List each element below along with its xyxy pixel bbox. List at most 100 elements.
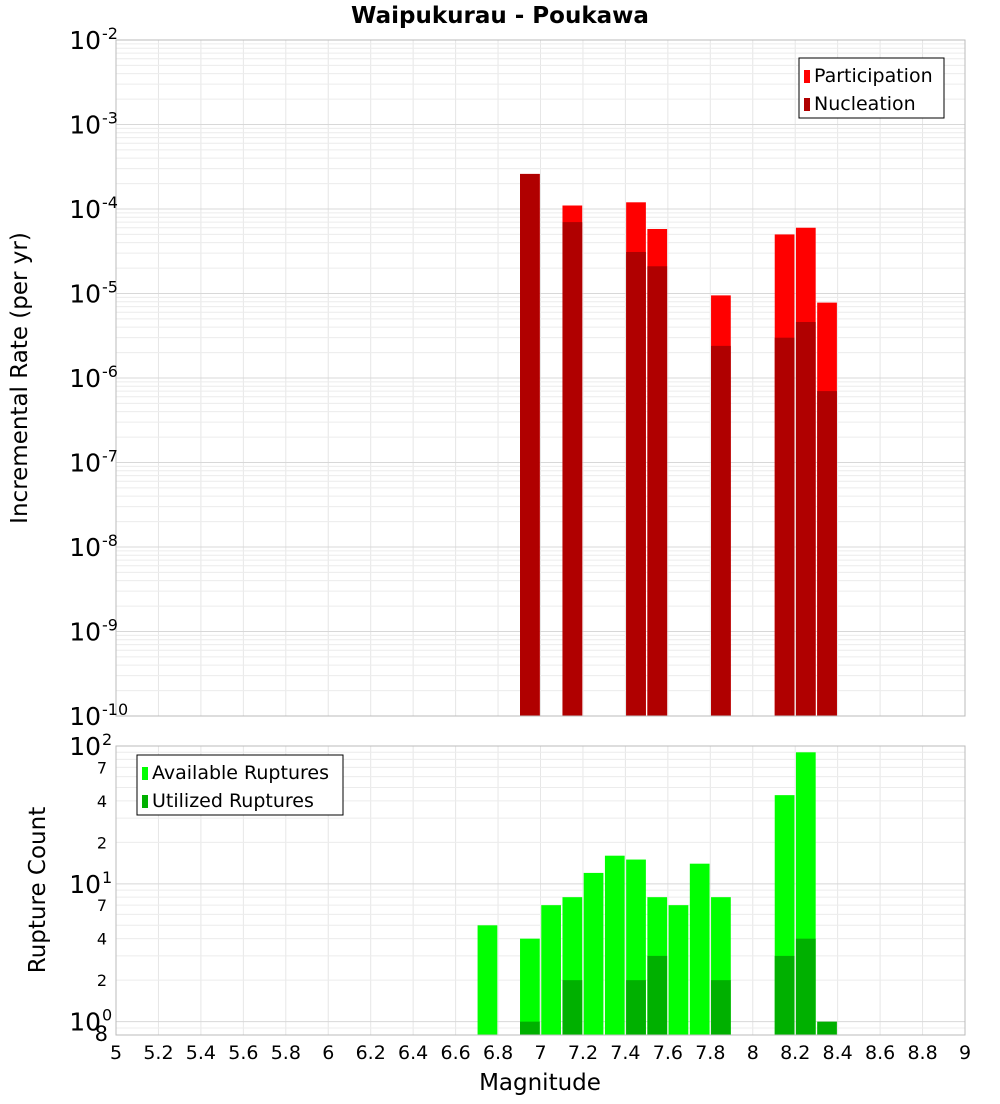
utilized-ruptures-bar bbox=[817, 1021, 837, 1035]
nucleation-bar bbox=[817, 391, 837, 716]
nucleation-bar bbox=[795, 321, 816, 716]
x-tick-label: 5.6 bbox=[228, 1042, 258, 1064]
bottom-y-tick-label: 10 bbox=[69, 870, 101, 899]
top-legend-entry: Nucleation bbox=[814, 93, 916, 115]
nucleation-bar bbox=[774, 337, 795, 716]
x-tick-label: 5 bbox=[110, 1042, 122, 1064]
bottom-y-tick-exponent: 2 bbox=[102, 730, 112, 749]
tick-base: 10 bbox=[69, 26, 101, 55]
top-y-tick-label: 10 bbox=[69, 195, 101, 224]
utilized-ruptures-bar bbox=[520, 1021, 540, 1035]
x-tick-label: 5.2 bbox=[143, 1042, 173, 1064]
bottom-legend: Available Ruptures Utilized Ruptures bbox=[136, 754, 344, 816]
utilized-ruptures-bar bbox=[562, 980, 583, 1035]
x-tick-label: 5.4 bbox=[186, 1042, 216, 1064]
x-tick-label: 6.6 bbox=[440, 1042, 470, 1064]
top-legend-entry: Participation bbox=[814, 65, 933, 87]
top-y-tick-exponent: -7 bbox=[102, 447, 118, 466]
top-y-tick-label: 10 bbox=[69, 364, 101, 393]
available-ruptures-bar bbox=[541, 905, 561, 1035]
available-ruptures-bar bbox=[604, 855, 625, 1035]
tick-base: 10 bbox=[69, 533, 101, 562]
tick-base: 10 bbox=[69, 449, 101, 478]
plot-frame-2 bbox=[115, 745, 966, 1036]
tick-base: 10 bbox=[69, 280, 101, 309]
nucleation-bar bbox=[520, 173, 540, 716]
top-y-tick-exponent: -10 bbox=[102, 700, 128, 719]
x-tick-label: 6.2 bbox=[356, 1042, 386, 1064]
x-axis-label: Magnitude bbox=[479, 1070, 601, 1096]
x-tick-label: 7.6 bbox=[653, 1042, 683, 1064]
available-ruptures-bar bbox=[668, 905, 689, 1035]
utilized-ruptures-bar bbox=[626, 980, 646, 1035]
top-y-tick-label: 10 bbox=[69, 449, 101, 478]
top-y-tick-exponent: -6 bbox=[102, 362, 118, 381]
bottom-y-minor-tick-label: 2 bbox=[97, 833, 107, 852]
tick-base: 10 bbox=[69, 702, 101, 731]
bottom-y-tick-label: 10 bbox=[69, 732, 101, 761]
top-y-tick-label: 10 bbox=[69, 26, 101, 55]
top-y-axis-label: Incremental Rate (per yr) bbox=[7, 232, 33, 524]
bottom-y-minor-tick-label: 7 bbox=[97, 896, 107, 915]
utilized-ruptures-bar bbox=[711, 980, 731, 1035]
top-legend-swatch bbox=[804, 70, 810, 83]
top-y-tick-label: 10 bbox=[69, 533, 101, 562]
x-tick-label: 8.8 bbox=[907, 1042, 937, 1064]
bottom-legend-box bbox=[136, 754, 344, 816]
top-y-tick-exponent: -8 bbox=[102, 531, 118, 550]
x-tick-label: 8 bbox=[747, 1042, 759, 1064]
top-y-tick-exponent: -5 bbox=[102, 278, 118, 297]
x-tick-label: 6 bbox=[322, 1042, 334, 1064]
nucleation-bar bbox=[647, 266, 668, 716]
bottom-legend-entry: Available Ruptures bbox=[152, 762, 329, 784]
tick-base: 10 bbox=[69, 364, 101, 393]
top-y-tick-exponent: -3 bbox=[102, 109, 118, 128]
bottom-y-tick-exponent: 1 bbox=[102, 868, 112, 887]
nucleation-bar bbox=[562, 222, 583, 716]
x-tick-label: 7.8 bbox=[695, 1042, 725, 1064]
top-legend-box bbox=[798, 57, 945, 119]
bottom-y-axis-label: Rupture Count bbox=[25, 807, 51, 973]
x-tick-label: 8.6 bbox=[865, 1042, 895, 1064]
chart-title: Waipukurau - Poukawa bbox=[351, 3, 649, 29]
top-legend: Participation Nucleation bbox=[798, 57, 945, 119]
bottom-y-minor-tick-label: 8 bbox=[95, 1022, 108, 1046]
top-y-tick-label: 10 bbox=[69, 111, 101, 140]
x-tick-label: 9 bbox=[959, 1042, 971, 1064]
utilized-ruptures-bar bbox=[774, 955, 795, 1035]
bottom-y-tick-exponent: 0 bbox=[102, 1006, 112, 1025]
x-tick-label: 6.4 bbox=[398, 1042, 428, 1064]
x-tick-label: 7.2 bbox=[568, 1042, 598, 1064]
utilized-ruptures-bar bbox=[647, 955, 668, 1035]
top-y-tick-label: 10 bbox=[69, 618, 101, 647]
plot-frame-1 bbox=[115, 39, 966, 717]
x-tick-label: 6.8 bbox=[483, 1042, 513, 1064]
bottom-y-tick-label: 10 bbox=[69, 1008, 101, 1037]
bottom-y-minor-tick-label: 4 bbox=[97, 930, 107, 949]
top-y-tick-exponent: -4 bbox=[102, 193, 118, 212]
tick-base: 10 bbox=[69, 618, 101, 647]
x-tick-label: 7 bbox=[534, 1042, 546, 1064]
x-tick-label: 5.8 bbox=[271, 1042, 301, 1064]
top-y-tick-exponent: -9 bbox=[102, 616, 118, 635]
nucleation-bar bbox=[626, 251, 646, 717]
available-ruptures-bar bbox=[583, 872, 604, 1035]
bottom-y-minor-tick-label: 7 bbox=[97, 758, 107, 777]
bottom-y-minor-tick-label: 4 bbox=[97, 792, 107, 811]
bottom-legend-entry: Utilized Ruptures bbox=[152, 790, 314, 812]
nucleation-bar bbox=[711, 345, 731, 716]
top-legend-swatch bbox=[804, 98, 810, 111]
bottom-y-minor-tick-label: 2 bbox=[97, 971, 107, 990]
bottom-legend-swatch bbox=[142, 795, 148, 808]
available-ruptures-bar bbox=[520, 938, 540, 1035]
available-ruptures-bar bbox=[477, 925, 498, 1035]
top-y-tick-label: 10 bbox=[69, 702, 101, 731]
x-tick-label: 8.2 bbox=[780, 1042, 810, 1064]
x-tick-label: 7.4 bbox=[610, 1042, 640, 1064]
top-y-tick-label: 10 bbox=[69, 280, 101, 309]
top-y-tick-exponent: -2 bbox=[102, 24, 118, 43]
tick-base: 10 bbox=[69, 111, 101, 140]
tick-base: 10 bbox=[69, 195, 101, 224]
utilized-ruptures-bar bbox=[795, 938, 816, 1035]
